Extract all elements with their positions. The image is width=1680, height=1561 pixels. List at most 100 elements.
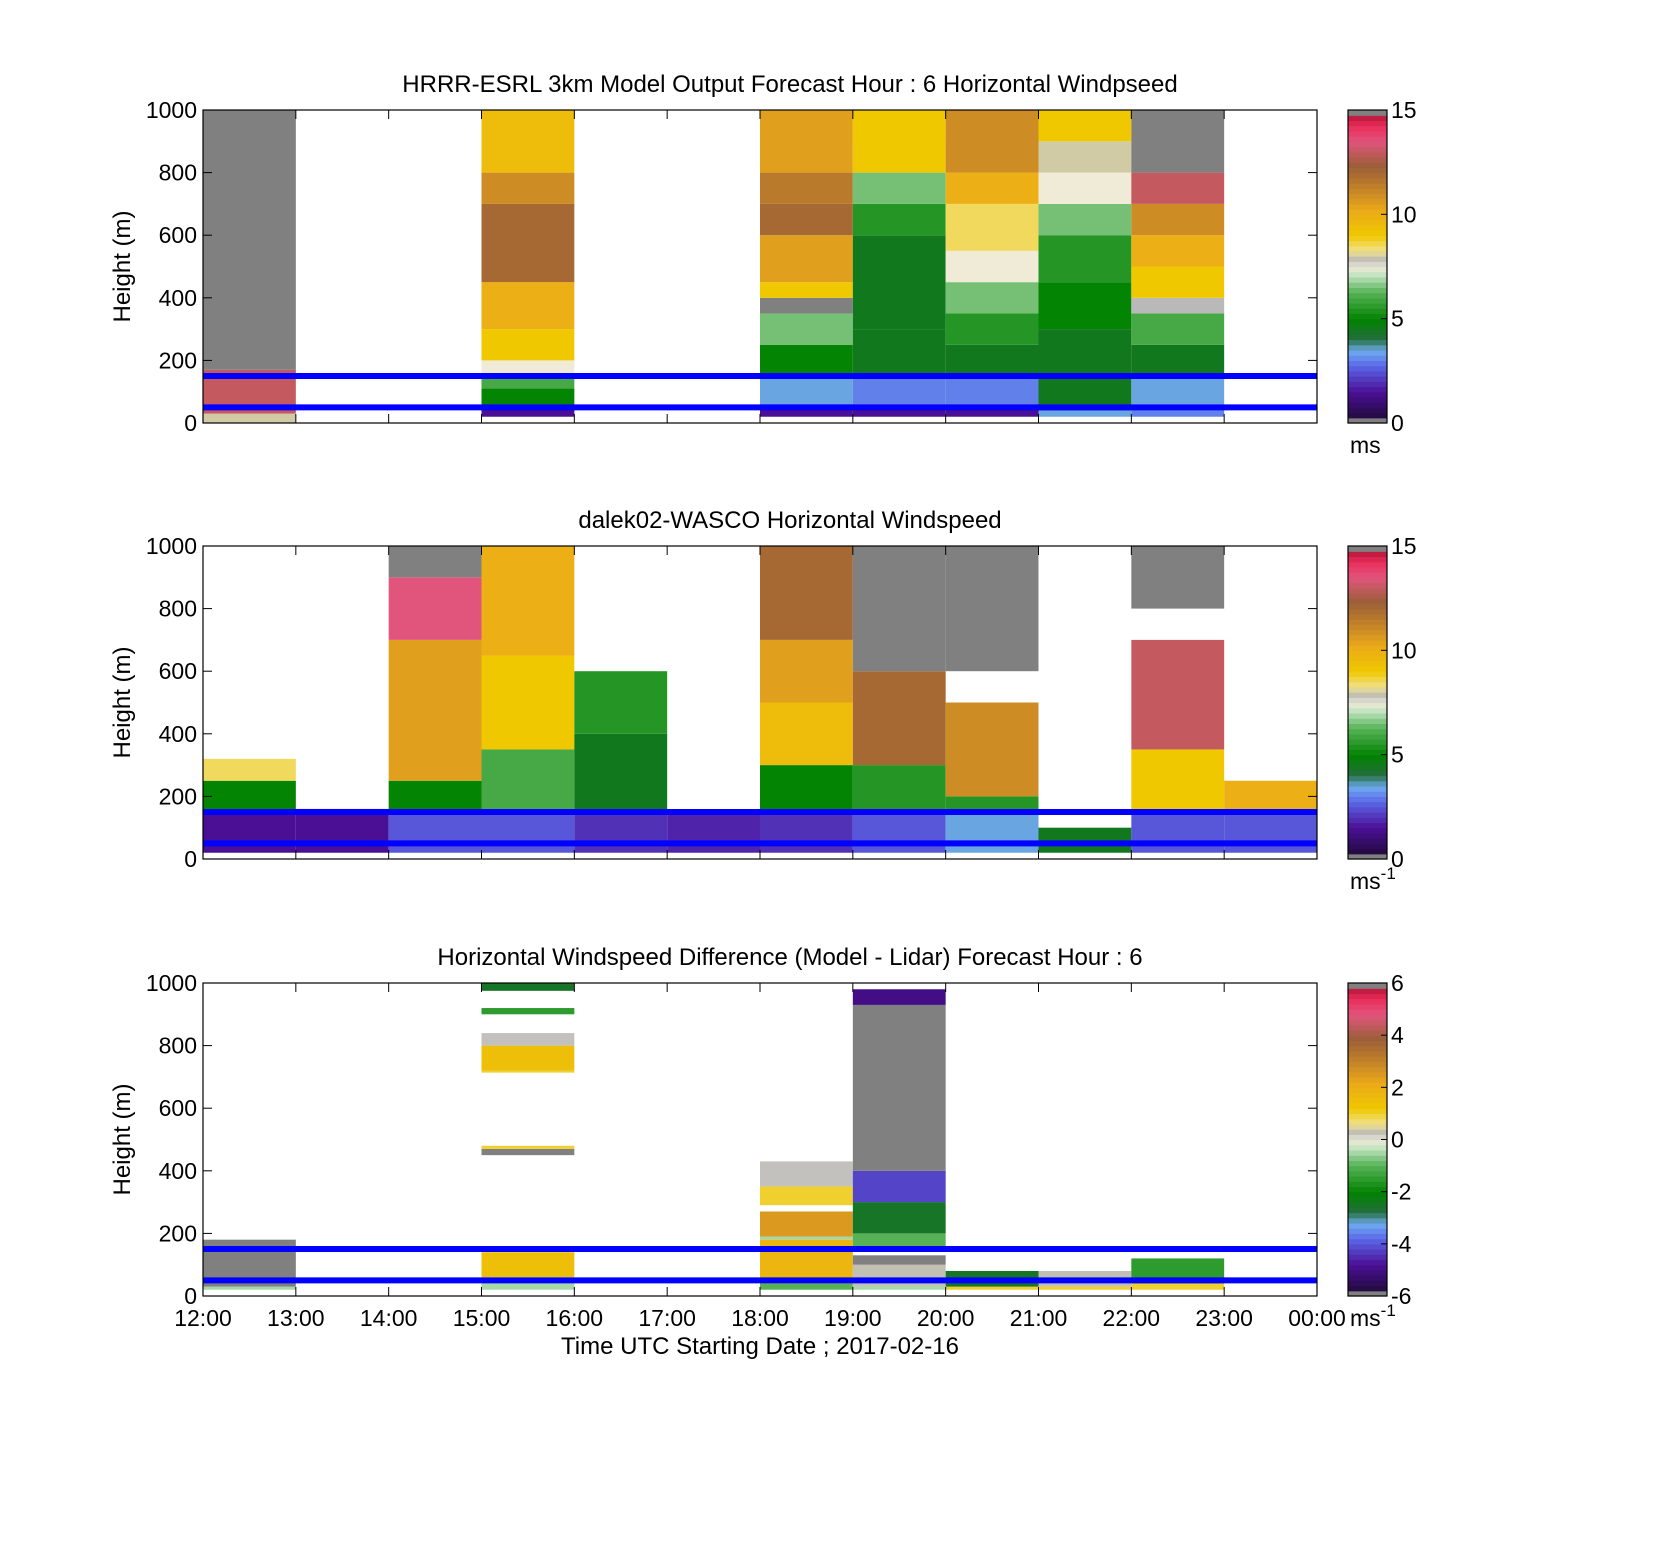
colorbar-segment xyxy=(1348,676,1387,683)
heatmap-cell xyxy=(203,758,296,781)
heatmap-cell xyxy=(481,749,575,813)
colorbar-segment xyxy=(1348,1160,1387,1167)
colorbar-tick-label: 10 xyxy=(1391,637,1417,663)
heatmap-cell xyxy=(760,1236,853,1240)
y-tick-label: 200 xyxy=(159,1220,197,1246)
heatmap-cell xyxy=(1131,639,1225,750)
colorbar-segment xyxy=(1348,561,1387,568)
y-tick-label: 1000 xyxy=(146,533,197,559)
colorbar-segment xyxy=(1348,733,1387,740)
colorbar-segment xyxy=(1348,801,1387,808)
colorbar-segment xyxy=(1348,261,1387,268)
colorbar-segment xyxy=(1348,1134,1387,1141)
heatmap-cell xyxy=(1131,749,1225,813)
colorbar-segment xyxy=(1348,141,1387,148)
heatmap-cell xyxy=(388,639,482,781)
heatmap-cell xyxy=(1038,110,1132,142)
heatmap-cell xyxy=(760,344,853,377)
colorbar-segment xyxy=(1348,229,1387,236)
colorbar-segment xyxy=(1348,323,1387,330)
heatmap-cell xyxy=(481,1252,575,1278)
heatmap-cell xyxy=(760,1283,853,1290)
heatmap-cell xyxy=(852,110,946,173)
colorbar-segment xyxy=(1348,624,1387,631)
colorbar-segment xyxy=(1348,313,1387,320)
colorbar-segment xyxy=(1348,349,1387,356)
heatmap-cell xyxy=(1224,780,1317,813)
heatmap-cell xyxy=(1131,297,1225,314)
heatmap-cell xyxy=(760,376,853,405)
colorbar-segment xyxy=(1348,219,1387,226)
panel-2: dalek02-WASCO Horizontal Windspeed 0 200 40… xyxy=(109,507,1417,894)
heatmap-cell xyxy=(852,1255,946,1265)
colorbar-tick-label: 10 xyxy=(1391,201,1417,227)
colorbar-segment xyxy=(1348,988,1387,995)
colorbar-segment xyxy=(1348,1092,1387,1099)
colorbar-segment xyxy=(1348,360,1387,367)
heatmap-cell xyxy=(852,329,946,377)
colorbar-segment xyxy=(1348,381,1387,388)
colorbar-segment xyxy=(1348,1269,1387,1276)
colorbar-segment xyxy=(1348,1155,1387,1161)
heatmap-cell xyxy=(945,313,1039,345)
colorbar-segment xyxy=(1348,370,1387,377)
heatmap-cell xyxy=(945,702,1039,797)
colorbar-segment xyxy=(1348,1024,1387,1031)
x-tick-label: 18:00 xyxy=(731,1305,789,1331)
panel-1: HRRR-ESRL 3km Model Output Forecast Hour… xyxy=(109,71,1417,458)
colorbar-segment xyxy=(1348,203,1387,210)
colorbar-segment xyxy=(1348,146,1387,153)
y-tick-label: 400 xyxy=(159,721,197,747)
colorbar-segment xyxy=(1348,297,1387,304)
colorbar-segment xyxy=(1348,728,1387,735)
y-tick-label: 800 xyxy=(159,1033,197,1059)
heatmap-cell xyxy=(481,546,575,656)
heatmap-cell xyxy=(574,812,668,853)
colorbar-segment xyxy=(1348,1202,1387,1208)
heatmap-cell xyxy=(1131,344,1225,377)
colorbar-segment xyxy=(1348,193,1387,200)
x-tick-label: 23:00 xyxy=(1195,1305,1253,1331)
colorbar-segment xyxy=(1348,645,1387,651)
colorbar-segment xyxy=(1348,785,1387,792)
colorbar-segment xyxy=(1348,167,1387,174)
colorbar-tick-label: 0 xyxy=(1391,846,1404,872)
heatmap-cell xyxy=(388,577,482,640)
colorbar-segment xyxy=(1348,1212,1387,1219)
colorbar-segment xyxy=(1348,1233,1387,1240)
colorbar-segment xyxy=(1348,162,1387,168)
heatmap-cell xyxy=(1038,827,1132,853)
colorbar-segment xyxy=(1348,1191,1387,1198)
y-axis-label: Height (m) xyxy=(109,210,136,322)
colorbar-segment xyxy=(1348,110,1387,116)
colorbar-segment xyxy=(1348,235,1387,242)
y-axis-label: Height (m) xyxy=(109,646,136,758)
colorbar-segment xyxy=(1348,551,1387,558)
heatmap-cell xyxy=(481,376,575,389)
colorbar-segment xyxy=(1348,1181,1387,1188)
colorbar-unit-base: ms xyxy=(1350,1305,1381,1331)
heatmap-cell xyxy=(1131,172,1225,204)
heatmap-cell xyxy=(1131,313,1225,345)
heatmap-cell xyxy=(481,282,575,330)
colorbar-segment xyxy=(1348,1097,1387,1104)
heatmap-cell xyxy=(945,546,1039,672)
colorbar-unit: ms-1 xyxy=(1350,1301,1396,1331)
colorbar-tick-label: 4 xyxy=(1391,1022,1404,1048)
colorbar-segment xyxy=(1348,282,1387,288)
x-axis-label: Time UTC Starting Date ; 2017-02-16 xyxy=(561,1333,959,1360)
heatmap-cell xyxy=(481,172,575,204)
x-tick-label: 13:00 xyxy=(267,1305,325,1331)
heatmap-cell xyxy=(852,203,946,236)
heatmap-cell xyxy=(760,702,853,766)
heatmap-cell xyxy=(1224,812,1317,853)
colorbar-segment xyxy=(1348,629,1387,636)
y-tick-label: 400 xyxy=(159,1158,197,1184)
heatmap-cell xyxy=(852,1202,946,1234)
colorbar-unit: ms-1 xyxy=(1350,864,1396,894)
colorbar-segment xyxy=(1348,1019,1387,1026)
heatmap-cell xyxy=(945,344,1039,377)
colorbar-segment xyxy=(1348,1118,1387,1125)
heatmap-cell xyxy=(1038,282,1132,330)
colorbar-segment xyxy=(1348,256,1387,262)
